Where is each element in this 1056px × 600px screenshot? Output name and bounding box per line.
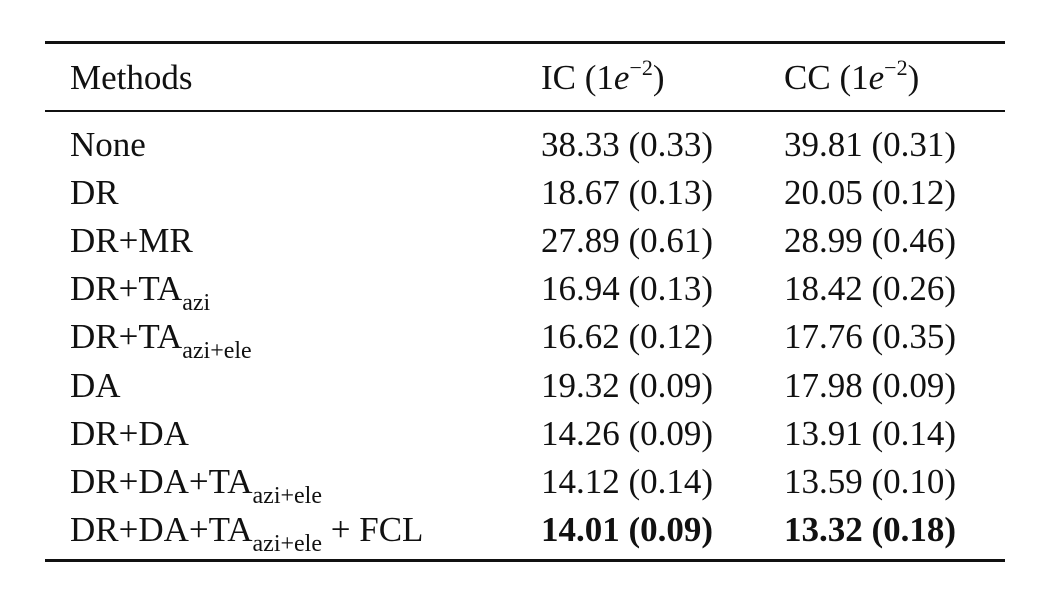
method-cell: DA bbox=[70, 366, 121, 406]
value-cell: 18.67 (0.13) bbox=[541, 173, 714, 213]
top-rule bbox=[45, 41, 1005, 44]
header-text: Methods bbox=[70, 58, 193, 97]
header-variable: e bbox=[868, 58, 885, 97]
header-text: CC (1 bbox=[784, 58, 869, 97]
method-name: DR+DA+TA bbox=[70, 461, 253, 501]
value-cell: 39.81 (0.31) bbox=[784, 125, 957, 164]
value-cell: 16.62 (0.12) bbox=[541, 317, 714, 357]
value-cell: 13.32 (0.18) bbox=[784, 509, 957, 549]
method-cell: DR+DA+TAazi+ele bbox=[70, 461, 322, 509]
method-cell: None bbox=[70, 125, 146, 165]
value-cell: 17.76 (0.35) bbox=[784, 317, 957, 357]
method-cell: DR bbox=[70, 173, 119, 213]
method-name: DR+DA+TA bbox=[70, 509, 253, 549]
method-subscript: azi+ele bbox=[182, 338, 252, 365]
header-text: ) bbox=[652, 58, 665, 97]
value-cell: 38.33 (0.33) bbox=[541, 125, 714, 164]
method-name: DR+MR bbox=[70, 221, 193, 261]
value-cell: 16.94 (0.13) bbox=[541, 269, 714, 309]
value-cell: 17.98 (0.09) bbox=[784, 365, 957, 405]
value-cell: 13.91 (0.14) bbox=[784, 413, 957, 453]
value-cell: 13.59 (0.10) bbox=[784, 461, 957, 501]
method-name: + FCL bbox=[322, 509, 424, 549]
method-subscript: azi+ele bbox=[252, 530, 322, 557]
header-text: ) bbox=[907, 58, 920, 97]
header-variable: e bbox=[613, 58, 630, 97]
header-exponent: −2 bbox=[884, 55, 908, 80]
method-cell: DR+TAazi+ele bbox=[70, 317, 252, 365]
method-name: DR+TA bbox=[70, 317, 183, 357]
value-cell: 14.26 (0.09) bbox=[541, 413, 714, 453]
header-cell: Methods bbox=[70, 58, 193, 98]
method-name: DR+DA bbox=[70, 413, 189, 453]
header-text: IC (1 bbox=[541, 58, 614, 97]
method-name: DR bbox=[70, 173, 119, 213]
value-cell: 14.12 (0.14) bbox=[541, 461, 714, 501]
value-cell: 14.01 (0.09) bbox=[541, 509, 714, 549]
value-cell: 20.05 (0.12) bbox=[784, 173, 957, 213]
value-cell: 27.89 (0.61) bbox=[541, 221, 714, 261]
bottom-rule bbox=[45, 559, 1005, 562]
method-subscript: azi bbox=[182, 290, 211, 317]
method-subscript: azi+ele bbox=[252, 482, 322, 509]
value-cell: 28.99 (0.46) bbox=[784, 221, 957, 261]
method-name: None bbox=[70, 125, 146, 164]
header-cell: CC (1e−2) bbox=[784, 55, 920, 102]
method-cell: DR+TAazi bbox=[70, 269, 211, 317]
value-cell: 19.32 (0.09) bbox=[541, 365, 714, 405]
method-cell: DR+MR bbox=[70, 221, 193, 261]
method-cell: DR+DA+TAazi+ele + FCL bbox=[70, 509, 424, 557]
method-name: DR+TA bbox=[70, 269, 183, 309]
header-exponent: −2 bbox=[629, 55, 653, 80]
method-cell: DR+DA bbox=[70, 414, 189, 454]
header-cell: IC (1e−2) bbox=[541, 55, 665, 102]
value-cell: 18.42 (0.26) bbox=[784, 269, 957, 309]
method-name: DA bbox=[70, 365, 121, 405]
header-rule bbox=[45, 110, 1005, 112]
